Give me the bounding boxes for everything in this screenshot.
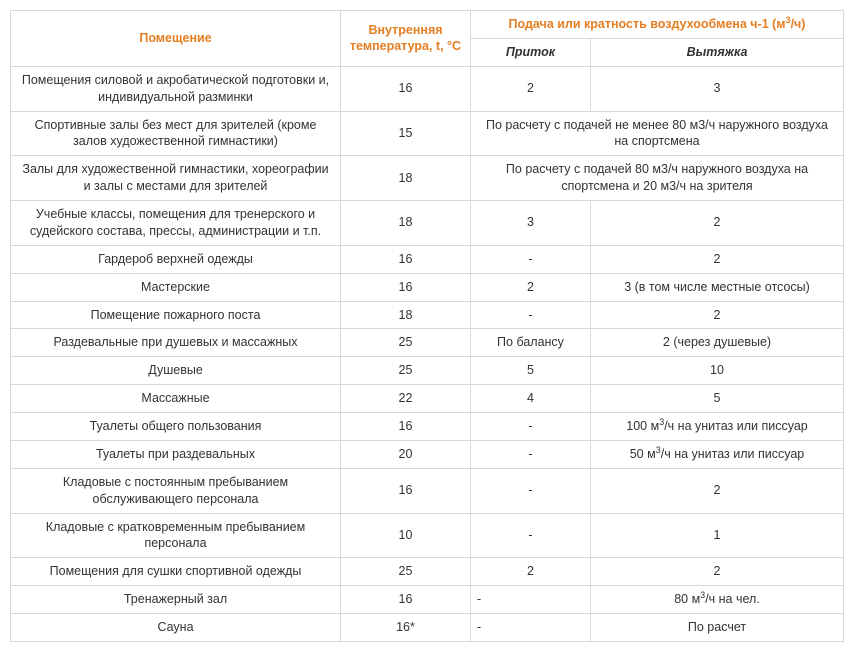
cell-inflow: - [471,586,591,614]
cell-room: Помещение пожарного поста [11,301,341,329]
cell-exhaust: 2 [591,201,844,246]
cell-inflow: - [471,513,591,558]
cell-inflow: 5 [471,357,591,385]
col-exhaust: Вытяжка [591,38,844,66]
table-row: Кладовые с постоянным пребыванием обслуж… [11,468,844,513]
table-row: Помещение пожарного поста18-2 [11,301,844,329]
table-row: Мастерские1623 (в том числе местные отсо… [11,273,844,301]
cell-airflow-merged: По расчету с подачей не менее 80 м3/ч на… [471,111,844,156]
col-inflow: Приток [471,38,591,66]
cell-temp: 16 [341,273,471,301]
table-row: Сауна16*-По расчет [11,614,844,642]
cell-room: Учебные классы, помещения для тренерског… [11,201,341,246]
cell-room: Помещения силовой и акробатической подго… [11,66,341,111]
cell-inflow: 2 [471,273,591,301]
cell-inflow: По балансу [471,329,591,357]
cell-exhaust: 3 (в том числе местные отсосы) [591,273,844,301]
cell-exhaust: 80 м3/ч на чел. [591,586,844,614]
col-airflow-group: Подача или кратность воздухообмена ч-1 (… [471,11,844,39]
cell-inflow: - [471,413,591,441]
cell-temp: 25 [341,558,471,586]
cell-room: Душевые [11,357,341,385]
table-header: Помещение Внутренняя температура, t, °C … [11,11,844,67]
cell-room: Кладовые с постоянным пребыванием обслуж… [11,468,341,513]
table-row: Учебные классы, помещения для тренерског… [11,201,844,246]
cell-temp: 16 [341,468,471,513]
cell-temp: 16 [341,66,471,111]
cell-temp: 10 [341,513,471,558]
cell-room: Гардероб верхней одежды [11,245,341,273]
cell-room: Мастерские [11,273,341,301]
cell-inflow: 3 [471,201,591,246]
cell-inflow: - [471,440,591,468]
table-row: Туалеты общего пользования16-100 м3/ч на… [11,413,844,441]
table-row: Раздевальные при душевых и массажных25По… [11,329,844,357]
cell-room: Помещения для сушки спортивной одежды [11,558,341,586]
cell-temp: 18 [341,301,471,329]
cell-temp: 20 [341,440,471,468]
cell-exhaust: 3 [591,66,844,111]
col-temp: Внутренняя температура, t, °C [341,11,471,67]
cell-temp: 22 [341,385,471,413]
cell-temp: 15 [341,111,471,156]
cell-temp: 16 [341,413,471,441]
cell-room: Тренажерный зал [11,586,341,614]
cell-exhaust: 2 [591,301,844,329]
cell-room: Кладовые с кратковременным пребыванием п… [11,513,341,558]
table-row: Массажные2245 [11,385,844,413]
cell-temp: 18 [341,201,471,246]
cell-exhaust: 50 м3/ч на унитаз или писсуар [591,440,844,468]
table-row: Помещения для сушки спортивной одежды252… [11,558,844,586]
cell-exhaust: 2 [591,468,844,513]
cell-exhaust: 10 [591,357,844,385]
cell-room: Массажные [11,385,341,413]
table-body: Помещения силовой и акробатической подго… [11,66,844,641]
cell-temp: 16 [341,245,471,273]
cell-exhaust: По расчет [591,614,844,642]
cell-temp: 25 [341,357,471,385]
cell-room: Туалеты при раздевальных [11,440,341,468]
cell-airflow-merged: По расчету с подачей 80 м3/ч наружного в… [471,156,844,201]
ventilation-table: Помещение Внутренняя температура, t, °C … [10,10,844,642]
cell-inflow: - [471,468,591,513]
cell-room: Туалеты общего пользования [11,413,341,441]
cell-temp: 16 [341,586,471,614]
col-room: Помещение [11,11,341,67]
table-row: Кладовые с кратковременным пребыванием п… [11,513,844,558]
cell-inflow: 2 [471,558,591,586]
cell-exhaust: 100 м3/ч на унитаз или писсуар [591,413,844,441]
table-row: Гардероб верхней одежды16-2 [11,245,844,273]
cell-room: Залы для художественной гимнастики, хоре… [11,156,341,201]
cell-inflow: 2 [471,66,591,111]
cell-exhaust: 2 (через душевые) [591,329,844,357]
table-row: Туалеты при раздевальных20-50 м3/ч на ун… [11,440,844,468]
cell-exhaust: 5 [591,385,844,413]
cell-room: Спортивные залы без мест для зрителей (к… [11,111,341,156]
table-row: Душевые25510 [11,357,844,385]
cell-room: Раздевальные при душевых и массажных [11,329,341,357]
cell-exhaust: 2 [591,558,844,586]
table-row: Помещения силовой и акробатической подго… [11,66,844,111]
cell-temp: 16* [341,614,471,642]
cell-temp: 18 [341,156,471,201]
cell-inflow: 4 [471,385,591,413]
cell-exhaust: 2 [591,245,844,273]
cell-inflow: - [471,301,591,329]
cell-inflow: - [471,245,591,273]
table-row: Залы для художественной гимнастики, хоре… [11,156,844,201]
cell-inflow: - [471,614,591,642]
table-row: Тренажерный зал16-80 м3/ч на чел. [11,586,844,614]
table-row: Спортивные залы без мест для зрителей (к… [11,111,844,156]
cell-room: Сауна [11,614,341,642]
cell-exhaust: 1 [591,513,844,558]
cell-temp: 25 [341,329,471,357]
